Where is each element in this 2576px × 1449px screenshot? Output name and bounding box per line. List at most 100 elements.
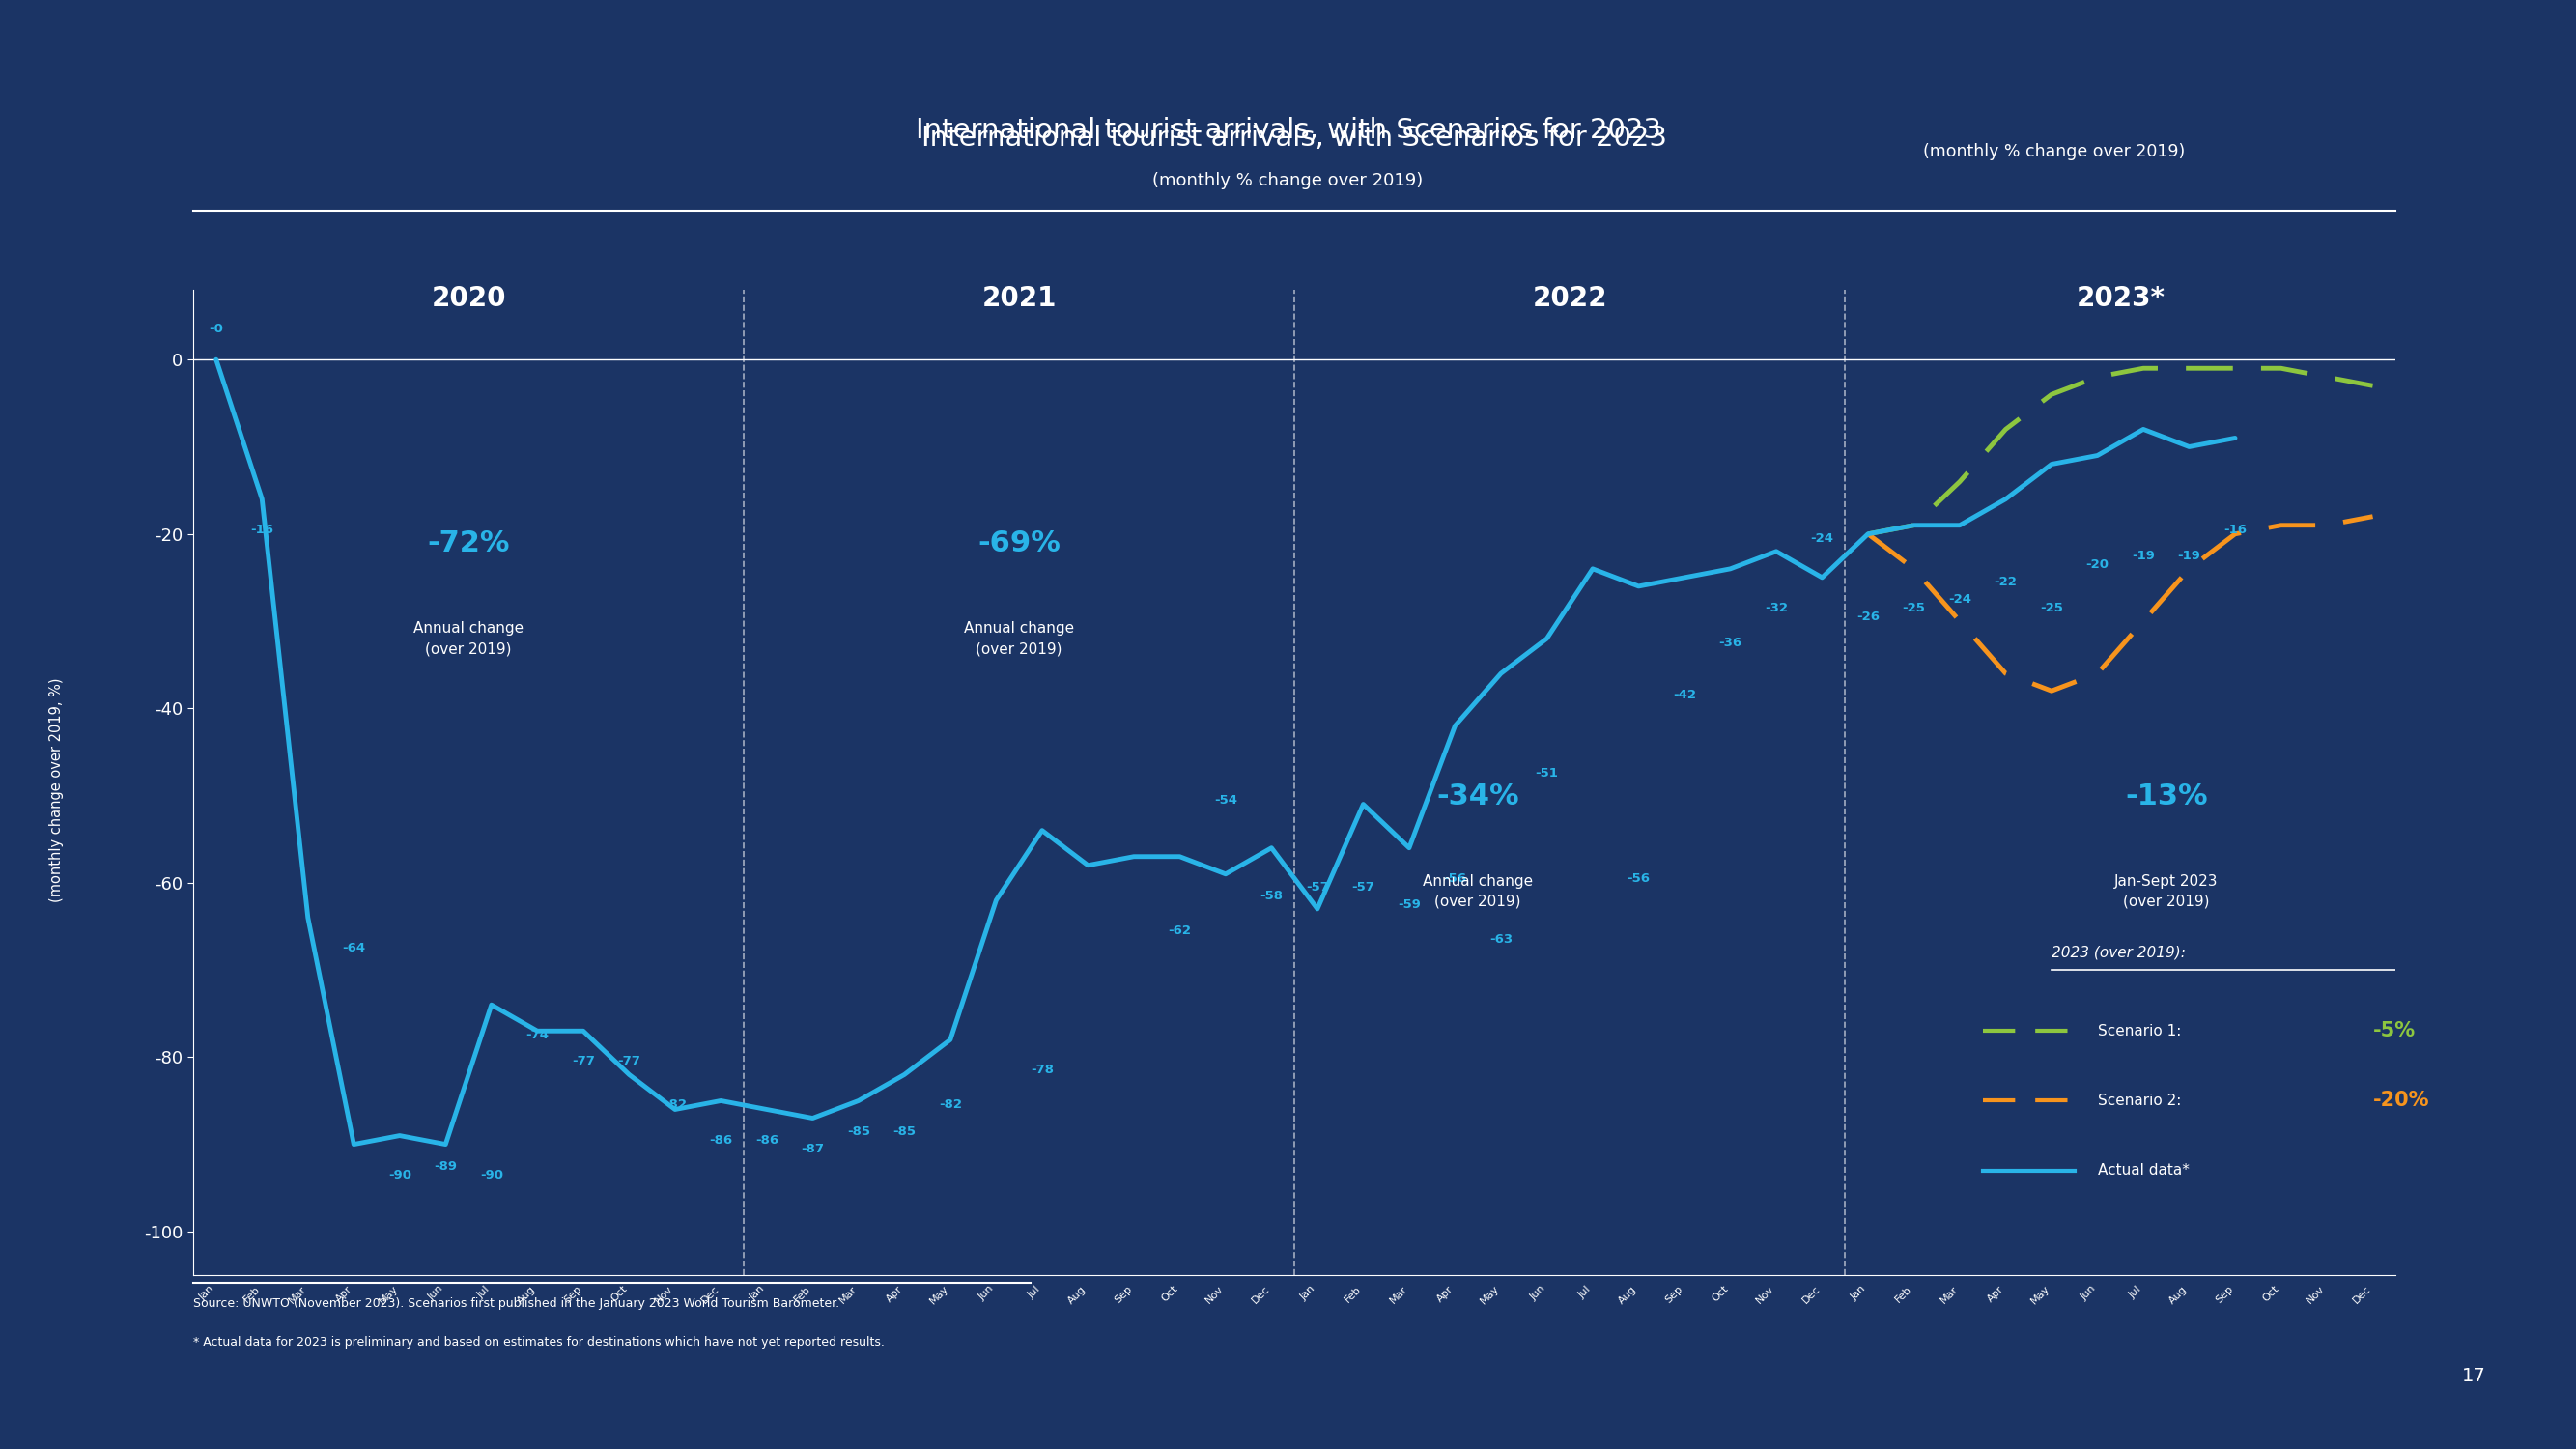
Text: Dec: Dec bbox=[1801, 1284, 1821, 1306]
Text: Jun: Jun bbox=[976, 1284, 997, 1303]
Text: Sep: Sep bbox=[1113, 1284, 1133, 1306]
Text: -24: -24 bbox=[1947, 593, 1971, 606]
Text: Jan: Jan bbox=[1850, 1284, 1868, 1303]
Text: Jan: Jan bbox=[1298, 1284, 1316, 1303]
Text: Actual data*: Actual data* bbox=[2097, 1164, 2190, 1178]
Text: 2021: 2021 bbox=[981, 284, 1056, 312]
Text: -69%: -69% bbox=[979, 529, 1061, 558]
Text: Nov: Nov bbox=[2306, 1284, 2326, 1306]
Text: -86: -86 bbox=[708, 1133, 732, 1146]
Text: -77: -77 bbox=[572, 1055, 595, 1068]
Text: Nov: Nov bbox=[654, 1284, 675, 1306]
Text: -20%: -20% bbox=[2372, 1091, 2429, 1110]
Text: -56: -56 bbox=[1628, 872, 1651, 885]
Text: (monthly % change over 2019): (monthly % change over 2019) bbox=[1924, 143, 2184, 161]
Text: Feb: Feb bbox=[242, 1284, 263, 1304]
Text: Jul: Jul bbox=[2128, 1284, 2143, 1300]
Text: -0: -0 bbox=[209, 323, 224, 335]
Text: Feb: Feb bbox=[1342, 1284, 1363, 1304]
Text: Jun: Jun bbox=[1528, 1284, 1546, 1303]
Text: -85: -85 bbox=[894, 1124, 917, 1137]
Text: -24: -24 bbox=[1811, 532, 1834, 545]
Text: -62: -62 bbox=[1167, 924, 1190, 938]
Text: Jan-Sept 2023
(over 2019): Jan-Sept 2023 (over 2019) bbox=[2115, 874, 2218, 909]
Text: -72%: -72% bbox=[428, 529, 510, 558]
Text: -25: -25 bbox=[2040, 601, 2063, 614]
Text: -77: -77 bbox=[618, 1055, 641, 1068]
Text: 17: 17 bbox=[2463, 1368, 2486, 1385]
Text: -34%: -34% bbox=[1437, 782, 1520, 810]
Text: Oct: Oct bbox=[1159, 1284, 1180, 1304]
Text: * Actual data for 2023 is preliminary and based on estimates for destinations wh: * Actual data for 2023 is preliminary an… bbox=[193, 1336, 884, 1349]
Text: -56: -56 bbox=[1443, 872, 1466, 885]
Text: International tourist arrivals, with Scenarios for 2023: International tourist arrivals, with Sce… bbox=[922, 125, 1667, 152]
Text: (monthly % change over 2019): (monthly % change over 2019) bbox=[1151, 172, 1425, 190]
Text: Feb: Feb bbox=[1893, 1284, 1914, 1304]
Text: 2023*: 2023* bbox=[2076, 284, 2164, 312]
Text: -19: -19 bbox=[2177, 549, 2200, 562]
Text: -5%: -5% bbox=[2372, 1022, 2416, 1040]
Text: Jul: Jul bbox=[1577, 1284, 1592, 1300]
Text: 2022: 2022 bbox=[1533, 284, 1607, 312]
Text: -82: -82 bbox=[665, 1098, 688, 1111]
Text: Mar: Mar bbox=[1388, 1284, 1409, 1306]
Text: -64: -64 bbox=[343, 942, 366, 955]
Text: -63: -63 bbox=[1489, 933, 1512, 946]
Text: -36: -36 bbox=[1718, 636, 1741, 649]
Text: Oct: Oct bbox=[2262, 1284, 2280, 1304]
Text: International tourist arrivals, with Scenarios for 2023: International tourist arrivals, with Sce… bbox=[914, 117, 1662, 143]
Text: -51: -51 bbox=[1535, 768, 1558, 780]
Text: Sep: Sep bbox=[2213, 1284, 2236, 1306]
Text: Apr: Apr bbox=[1435, 1284, 1455, 1304]
Text: Mar: Mar bbox=[286, 1284, 309, 1306]
Text: (monthly change over 2019, %): (monthly change over 2019, %) bbox=[49, 678, 64, 901]
Text: -58: -58 bbox=[1260, 890, 1283, 903]
Text: -57: -57 bbox=[1352, 881, 1376, 894]
Text: Scenario 1:: Scenario 1: bbox=[2097, 1024, 2182, 1039]
Text: Annual change
(over 2019): Annual change (over 2019) bbox=[412, 622, 523, 656]
Text: Nov: Nov bbox=[1203, 1284, 1226, 1306]
Text: Scenario 2:: Scenario 2: bbox=[2097, 1094, 2182, 1108]
Text: Aug: Aug bbox=[1618, 1284, 1638, 1306]
Text: Nov: Nov bbox=[1754, 1284, 1777, 1306]
Text: May: May bbox=[1479, 1284, 1502, 1307]
Text: -16: -16 bbox=[250, 523, 273, 536]
Text: Jan: Jan bbox=[198, 1284, 216, 1303]
Text: Jun: Jun bbox=[2079, 1284, 2097, 1303]
Text: May: May bbox=[2030, 1284, 2050, 1307]
Text: Mar: Mar bbox=[1940, 1284, 1960, 1306]
Text: -86: -86 bbox=[755, 1133, 778, 1146]
Text: Apr: Apr bbox=[884, 1284, 904, 1304]
Text: Jul: Jul bbox=[1025, 1284, 1043, 1300]
Text: Source: UNWTO (November 2023). Scenarios first published in the January 2023 Wor: Source: UNWTO (November 2023). Scenarios… bbox=[193, 1297, 840, 1310]
Text: -54: -54 bbox=[1213, 794, 1236, 806]
Text: Jan: Jan bbox=[747, 1284, 768, 1303]
Text: -59: -59 bbox=[1399, 898, 1422, 911]
Text: Dec: Dec bbox=[698, 1284, 721, 1306]
Text: Feb: Feb bbox=[793, 1284, 811, 1304]
Text: May: May bbox=[927, 1284, 951, 1307]
Text: Annual change
(over 2019): Annual change (over 2019) bbox=[1422, 874, 1533, 909]
Text: Annual change
(over 2019): Annual change (over 2019) bbox=[963, 622, 1074, 656]
Text: Apr: Apr bbox=[335, 1284, 353, 1304]
Text: -22: -22 bbox=[1994, 575, 2017, 588]
Text: Oct: Oct bbox=[1710, 1284, 1731, 1304]
Text: -90: -90 bbox=[389, 1168, 412, 1181]
Text: Dec: Dec bbox=[1249, 1284, 1273, 1306]
Text: -85: -85 bbox=[848, 1124, 871, 1137]
Text: Sep: Sep bbox=[1664, 1284, 1685, 1306]
Text: -13%: -13% bbox=[2125, 782, 2208, 810]
Text: Sep: Sep bbox=[562, 1284, 582, 1306]
Text: -87: -87 bbox=[801, 1142, 824, 1155]
Text: Jul: Jul bbox=[477, 1284, 492, 1300]
Text: Aug: Aug bbox=[1066, 1284, 1087, 1306]
Text: -20: -20 bbox=[2087, 558, 2110, 571]
Text: -90: -90 bbox=[479, 1168, 502, 1181]
Text: -32: -32 bbox=[1765, 601, 1788, 614]
Text: Apr: Apr bbox=[1986, 1284, 2007, 1304]
Text: -19: -19 bbox=[2133, 549, 2156, 562]
Text: May: May bbox=[376, 1284, 399, 1307]
Text: -74: -74 bbox=[526, 1029, 549, 1042]
Text: -78: -78 bbox=[1030, 1064, 1054, 1077]
Text: Mar: Mar bbox=[837, 1284, 858, 1306]
